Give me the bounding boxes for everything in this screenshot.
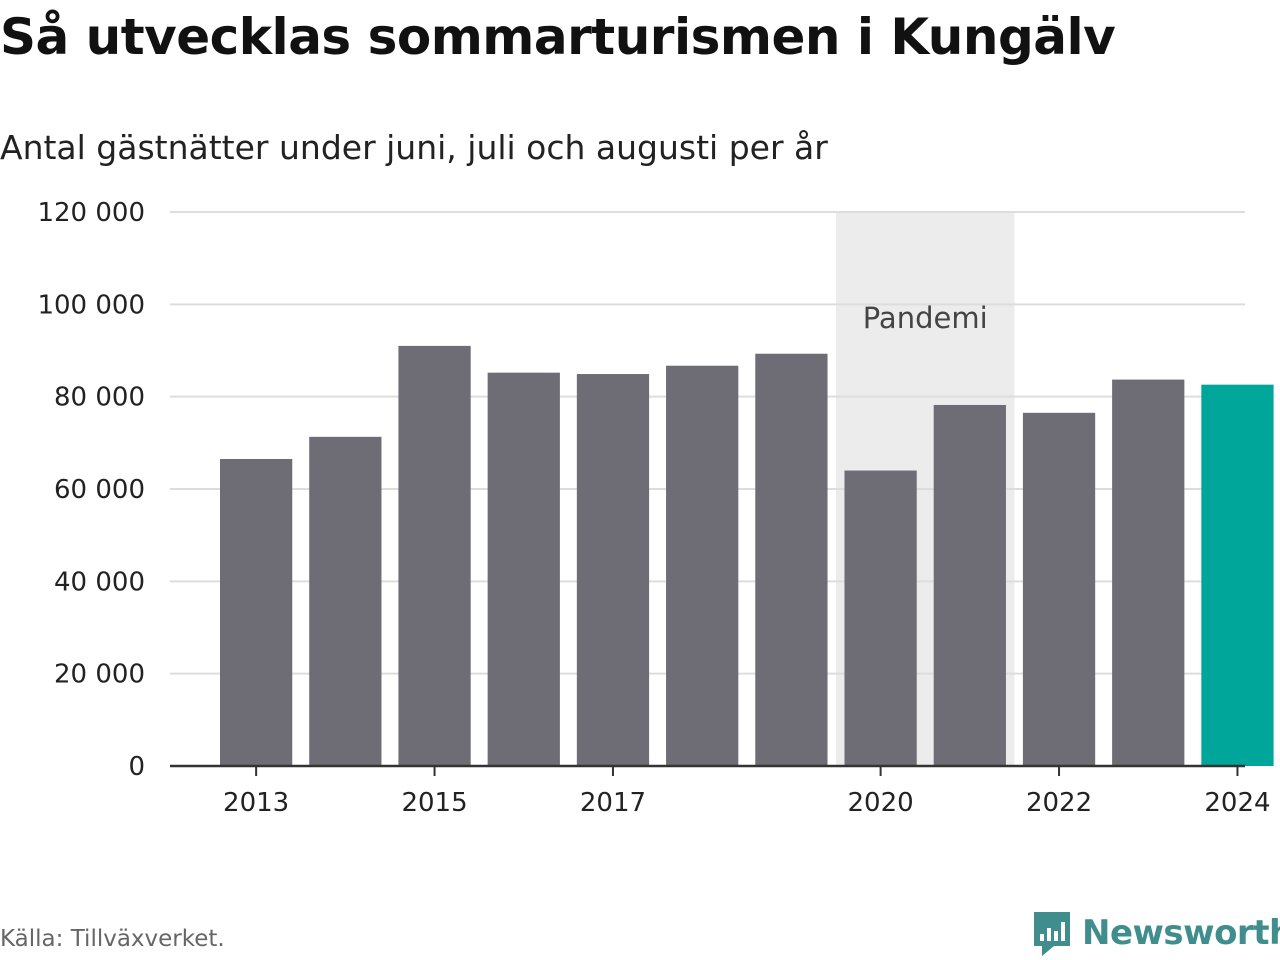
x-tick-label: 2013 [223,788,289,818]
y-tick-label: 120 000 [37,198,145,228]
source-note: Källa: Tillväxverket. [0,926,225,952]
x-tick-label: 2017 [580,788,646,818]
x-tick-label: 2015 [401,788,467,818]
y-tick-label: 60 000 [54,475,145,505]
y-tick-label: 20 000 [54,660,145,690]
y-tick-label: 40 000 [54,567,145,597]
bar-2018 [666,365,739,766]
x-tick-label: 2022 [1026,788,1092,818]
bar-2015 [398,345,471,766]
bar-2023 [1112,379,1185,766]
bar-2021 [933,404,1006,766]
chart-subtitle: Antal gästnätter under juni, juli och au… [0,128,828,167]
newsworthy-logo-text: Newsworthy [1082,913,1280,953]
newsworthy-logo: Newsworthy [1030,908,1280,958]
bar-2014 [309,436,382,766]
bars [220,345,1274,766]
pandemic-band-label: Pandemi [863,301,988,335]
bar-2020 [844,470,917,766]
x-tick-label: 2020 [848,788,914,818]
y-tick-label: 0 [128,752,145,782]
bar-2013 [220,458,293,766]
bar-2017 [576,374,650,766]
axes: 2013 2015 2017 2020 2022 2024 [170,764,1271,818]
bar-chart: Pandemi 0 20 000 40 000 60 000 80 000 100 000… [37,198,1274,818]
y-tick-label: 100 000 [37,290,145,320]
bar-2019 [755,353,828,766]
newsworthy-logo-icon [1034,912,1070,956]
chart-title: Så utvecklas sommarturismen i Kungälv [0,8,1116,66]
bar-2016 [487,372,560,766]
y-tick-label: 80 000 [54,383,145,413]
bar-2024 [1201,384,1274,766]
bar-2022 [1022,412,1096,766]
x-tick-label: 2024 [1204,788,1270,818]
